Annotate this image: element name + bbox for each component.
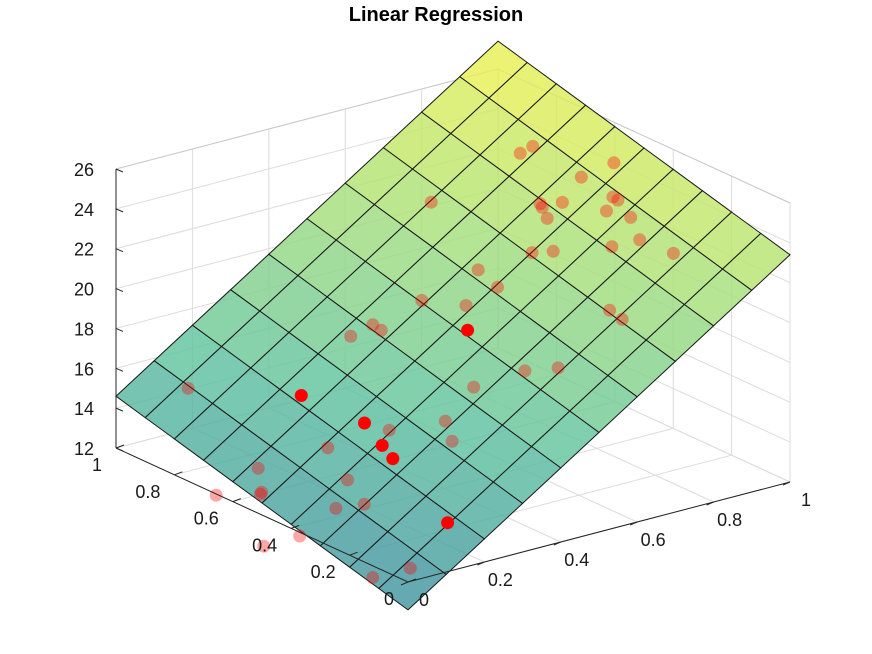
- data-point: [551, 361, 565, 375]
- data-point: [357, 497, 371, 511]
- z-tick-label: 24: [74, 200, 94, 220]
- x-tick-label: 0.4: [564, 550, 589, 570]
- z-tick-mark: [115, 367, 124, 372]
- data-point: [666, 246, 680, 260]
- y-tick-mark: [291, 524, 300, 529]
- data-point: [375, 438, 389, 452]
- z-tick-label: 18: [74, 319, 94, 339]
- data-point: [441, 516, 455, 530]
- y-tick-label: 0.8: [135, 482, 160, 502]
- regression-surface: [115, 40, 791, 611]
- data-point: [366, 318, 380, 332]
- z-tick-label: 14: [74, 399, 94, 419]
- surface-cell: [721, 232, 791, 291]
- y-tick-mark: [232, 498, 241, 503]
- data-point: [415, 293, 429, 307]
- y-tick-mark: [174, 471, 183, 476]
- data-point: [607, 156, 621, 170]
- data-point: [294, 389, 308, 402]
- x-tick-mark: [782, 481, 791, 486]
- data-point: [251, 461, 265, 475]
- x-tick-label: 0: [419, 590, 429, 610]
- z-tick-mark: [115, 208, 124, 213]
- data-point: [329, 501, 343, 515]
- data-point: [321, 441, 335, 455]
- y-tick-mark: [115, 444, 125, 449]
- x-tick-mark: [553, 541, 561, 546]
- z-tick-mark: [115, 447, 124, 452]
- z-tick-mark: [115, 288, 124, 293]
- data-point: [633, 233, 647, 247]
- data-point: [341, 473, 355, 487]
- data-point: [533, 197, 547, 211]
- z-tick-label: 12: [74, 439, 94, 459]
- data-point: [253, 487, 267, 501]
- data-point: [615, 312, 629, 326]
- data-point: [471, 263, 485, 277]
- data-point: [424, 195, 438, 209]
- data-point: [603, 303, 617, 317]
- data-point: [525, 246, 539, 260]
- data-point: [255, 485, 269, 499]
- data-point: [293, 529, 307, 543]
- z-tick-label: 22: [74, 240, 94, 260]
- data-point: [513, 146, 527, 160]
- x-tick-mark: [477, 561, 485, 566]
- data-point: [438, 414, 452, 428]
- data-point: [344, 329, 358, 343]
- data-point: [606, 190, 620, 204]
- data-point: [366, 571, 380, 584]
- z-tick-mark: [115, 407, 124, 412]
- data-point: [358, 416, 371, 430]
- data-point: [181, 381, 195, 395]
- x-tick-label: 0.6: [641, 530, 666, 550]
- data-point: [546, 244, 560, 258]
- y-tick-mark: [349, 551, 358, 556]
- y-tick-label: 0.6: [194, 509, 219, 529]
- data-point: [611, 193, 625, 207]
- data-point: [526, 139, 540, 153]
- z-tick-label: 16: [74, 359, 94, 379]
- data-point: [445, 434, 459, 448]
- chart-title: Linear Regression: [348, 4, 524, 26]
- y-tick-label: 1: [92, 455, 102, 475]
- y-tick-label: 0: [384, 589, 394, 609]
- data-point: [257, 539, 271, 553]
- x-tick-mark: [400, 581, 409, 586]
- y-tick-label: 0.2: [311, 562, 336, 582]
- data-point: [209, 488, 223, 502]
- data-point: [374, 323, 388, 337]
- data-point: [459, 299, 473, 312]
- data-point: [386, 452, 400, 466]
- z-tick-mark: [115, 248, 124, 253]
- data-point: [624, 210, 638, 224]
- z-tick-label: 26: [74, 160, 94, 180]
- z-tick-mark: [115, 327, 124, 332]
- data-point: [600, 204, 613, 218]
- data-point: [540, 211, 554, 225]
- z-tick-mark: [115, 168, 124, 173]
- data-point: [605, 240, 619, 254]
- data-point: [574, 170, 588, 184]
- x-tick-label: 0.2: [488, 570, 513, 590]
- data-point: [467, 380, 481, 394]
- data-point: [491, 280, 504, 294]
- y-tick-label: 0.4: [252, 535, 277, 555]
- data-point: [461, 323, 475, 337]
- z-tick-label: 20: [74, 280, 94, 300]
- data-point: [518, 364, 532, 378]
- x-tick-mark: [706, 501, 714, 506]
- data-points: [294, 323, 475, 530]
- data-point: [403, 561, 417, 575]
- data-point: [382, 423, 396, 437]
- axes: 00.20.40.60.8100.20.40.60.81121416182022…: [74, 160, 811, 610]
- data-point: [535, 200, 549, 214]
- data-point: [555, 195, 569, 209]
- x-tick-mark: [630, 521, 638, 526]
- x-tick-label: 0.8: [717, 510, 742, 530]
- y-tick-mark: [407, 578, 417, 583]
- x-tick-label: 1: [801, 490, 811, 510]
